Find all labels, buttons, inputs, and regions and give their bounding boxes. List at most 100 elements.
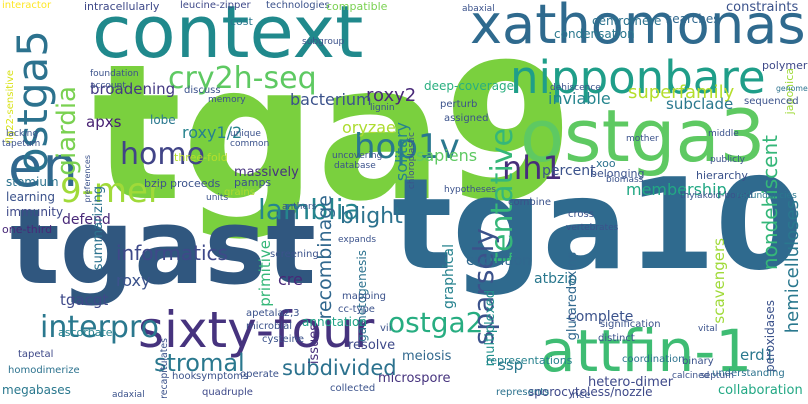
word: rice xyxy=(572,391,591,401)
word: collaboration xyxy=(718,384,803,397)
word: middle xyxy=(708,130,739,139)
word: database xyxy=(334,162,376,171)
word: tgacgt xyxy=(60,293,108,308)
word: redundancies xyxy=(736,192,797,201)
word: ostga5 xyxy=(12,30,54,173)
word: graphical xyxy=(442,244,456,309)
word: percent xyxy=(542,164,596,178)
word: homodimerize xyxy=(8,366,80,376)
word: leucine-zipper xyxy=(180,1,251,11)
word: blight xyxy=(340,206,403,228)
word: sequenced xyxy=(744,97,799,107)
word: grains xyxy=(224,188,255,198)
word: unique xyxy=(230,130,261,139)
word: lobe xyxy=(150,114,176,126)
word: roxy xyxy=(116,273,150,289)
word: biomass xyxy=(606,176,643,185)
word: perturb xyxy=(440,100,477,110)
word: bzip xyxy=(144,178,167,189)
word: memory xyxy=(208,96,246,105)
word: preferences xyxy=(84,155,92,202)
word: screening xyxy=(270,250,319,260)
word: megabases xyxy=(2,384,71,396)
word: three-fold xyxy=(174,152,228,163)
word: cross xyxy=(568,210,594,220)
word: calcined xyxy=(672,372,709,381)
word: distinct xyxy=(598,334,635,344)
word: cysteine xyxy=(262,335,304,345)
word: operate xyxy=(240,370,279,380)
word: combine xyxy=(508,198,551,208)
word: represents xyxy=(496,388,549,398)
word: lignin xyxy=(370,104,395,113)
word: peroxidases xyxy=(764,300,776,372)
word: mother xyxy=(626,135,659,144)
word: mapping xyxy=(342,292,386,302)
word: glutaredoxins xyxy=(566,252,579,340)
word: giardia xyxy=(54,86,80,176)
word: interactor xyxy=(2,1,51,11)
word: condensation xyxy=(554,28,635,40)
word: meiosis xyxy=(402,350,451,363)
word: hook xyxy=(172,372,196,382)
word: one-third xyxy=(2,224,52,235)
word: cost xyxy=(230,16,253,27)
word: coordination xyxy=(622,355,684,365)
word: annotation xyxy=(302,316,367,328)
word: tapetum xyxy=(2,140,40,149)
word: recombinage xyxy=(316,195,335,319)
word: assigned xyxy=(444,114,489,124)
word: hypotheses xyxy=(444,186,496,195)
word: microbial xyxy=(246,322,292,332)
word: learning xyxy=(6,191,55,203)
word: vii xyxy=(380,324,391,334)
word: apetala2,3 xyxy=(246,309,300,319)
word: account xyxy=(90,82,126,91)
word: cc-type xyxy=(338,305,375,315)
word: nondehiscent xyxy=(760,135,780,270)
word: evolution xyxy=(466,254,531,268)
word: uncovering xyxy=(332,152,382,161)
word: constraints xyxy=(726,1,798,14)
word: publicly xyxy=(710,156,745,165)
word: apxs xyxy=(86,115,121,130)
word: compatible xyxy=(326,1,387,12)
word: subgroup xyxy=(302,38,344,47)
word: oryzae xyxy=(342,120,396,136)
word: xoo xyxy=(596,158,616,169)
word: representations xyxy=(486,355,572,366)
word: binary xyxy=(682,357,714,367)
word: tapetal xyxy=(18,350,53,360)
word: inviable xyxy=(548,91,611,107)
word: subclade xyxy=(666,97,733,112)
word: vertebrates xyxy=(566,224,618,233)
word: summarizing xyxy=(92,186,105,270)
word: anthers xyxy=(282,203,316,212)
word: resolve xyxy=(348,339,395,352)
word: scavengers xyxy=(712,238,727,324)
word: hierarchy xyxy=(696,170,748,181)
word: issues xyxy=(308,324,321,364)
word: searches xyxy=(666,13,720,25)
word: abaxial xyxy=(462,5,495,14)
word: intracellularly xyxy=(84,1,159,12)
word: signification xyxy=(600,320,661,330)
word: chloroplastic xyxy=(408,132,417,189)
word: expands xyxy=(338,236,376,245)
word: proceeds xyxy=(170,178,220,189)
word: cre xyxy=(278,272,303,288)
word: technologies xyxy=(266,1,330,11)
word: sapiens xyxy=(416,148,477,164)
word: foundation xyxy=(90,70,139,79)
word: units xyxy=(206,194,228,203)
word: dehiscence xyxy=(550,84,601,93)
word: lacking xyxy=(6,130,38,139)
word: deep-coverage xyxy=(424,80,514,92)
word: bacterium xyxy=(290,92,372,108)
word: vital xyxy=(698,325,717,334)
word: centromere xyxy=(592,15,661,27)
word: genome xyxy=(776,85,808,93)
word: ascorbate xyxy=(58,327,113,338)
word: adaxial xyxy=(112,391,145,400)
